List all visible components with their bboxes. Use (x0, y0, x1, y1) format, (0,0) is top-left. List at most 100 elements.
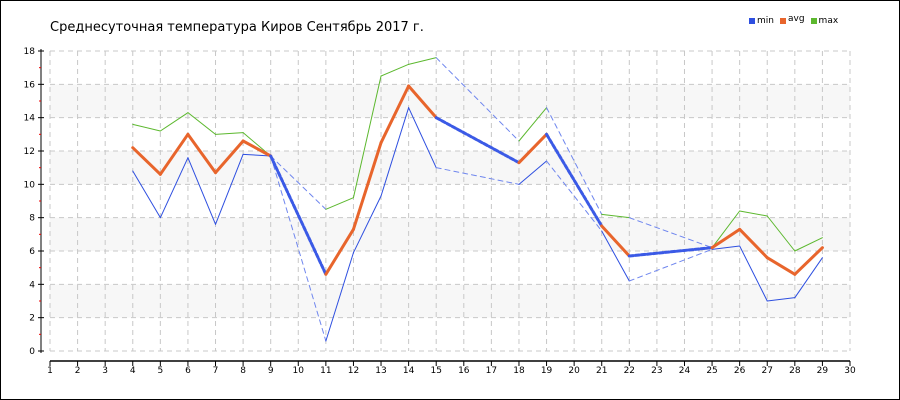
segment-avg (407, 84, 438, 120)
gap-segment-avg (545, 132, 604, 228)
x-tick-label: 16 (458, 366, 470, 376)
gap-segment-avg (434, 116, 521, 165)
segment-avg (214, 139, 245, 175)
x-tick-label: 25 (706, 366, 717, 376)
segment-min (187, 157, 217, 225)
legend: min avg max (749, 14, 839, 26)
x-tick-label: 28 (789, 366, 801, 376)
segment-min (352, 195, 382, 254)
grid-band (50, 84, 850, 118)
y-tick-label: 12 (24, 147, 35, 157)
y-tick-label: 10 (24, 180, 36, 190)
segment-max (739, 210, 768, 217)
x-tick-label: 23 (651, 366, 662, 376)
x-tick-label: 27 (762, 366, 773, 376)
segment-min (215, 153, 244, 225)
segment-avg (186, 132, 218, 175)
segment-avg (241, 139, 273, 158)
x-tick-label: 26 (734, 366, 746, 376)
gap-segment-max (270, 155, 327, 210)
y-tick-label: 6 (29, 247, 35, 257)
segment-max (794, 237, 823, 252)
x-tick-label: 6 (185, 366, 191, 376)
x-tick-label: 8 (240, 366, 246, 376)
segment-min (766, 297, 796, 302)
segment-max (215, 132, 244, 135)
segment-min (739, 245, 768, 302)
legend-swatch (749, 18, 755, 24)
x-tick-label: 9 (268, 366, 274, 376)
y-tick-label: 4 (29, 280, 35, 290)
x-tick-label: 14 (403, 366, 415, 376)
x-tick-label: 11 (320, 366, 331, 376)
x-tick-label: 3 (102, 366, 108, 376)
segment-max (159, 112, 189, 132)
x-tick-label: 29 (817, 366, 829, 376)
segment-min (408, 107, 437, 169)
gap-segment-min (435, 167, 520, 185)
x-tick-label: 13 (375, 366, 386, 376)
segment-min (132, 170, 161, 219)
gap-segment-max (546, 107, 603, 215)
legend-label: max (818, 16, 839, 26)
segment-avg (351, 141, 383, 231)
gap-segment-max (628, 217, 713, 249)
y-tick-label: 14 (24, 114, 36, 124)
segment-min (794, 257, 823, 299)
x-tick-label: 10 (293, 366, 305, 376)
x-tick-label: 2 (75, 366, 81, 376)
segment-max (766, 215, 796, 252)
segment-avg (793, 246, 824, 276)
segment-avg (517, 132, 549, 165)
segment-avg (765, 256, 797, 276)
segment-max (711, 210, 741, 249)
segment-max (408, 57, 437, 65)
gap-segment-min (270, 155, 327, 342)
segment-avg (600, 224, 631, 258)
legend-item-max: max (810, 16, 839, 26)
x-tick-label: 5 (157, 366, 163, 376)
segment-max (325, 197, 354, 210)
segment-min (242, 153, 272, 157)
segment-min (159, 157, 189, 219)
segment-max (132, 123, 161, 132)
gap-segment-min (546, 160, 603, 232)
legend-swatch (779, 18, 786, 24)
segment-avg (710, 227, 742, 250)
gap-segment-avg (627, 246, 714, 258)
segment-max (380, 63, 410, 77)
segment-min (325, 252, 354, 342)
segment-min (380, 107, 410, 197)
x-tick-label: 30 (844, 366, 856, 376)
gap-segment-avg (269, 154, 328, 276)
x-tick-label: 20 (568, 366, 580, 376)
segment-max (518, 107, 548, 142)
segment-min (518, 160, 548, 185)
segment-avg (158, 132, 190, 176)
legend-label: avg (787, 14, 805, 24)
x-tick-label: 22 (624, 366, 635, 376)
legend-item-avg: avg (779, 14, 805, 26)
x-tick-label: 18 (513, 366, 525, 376)
x-tick-label: 4 (130, 366, 136, 376)
chart-title: Среднесуточная температура Киров Сентябр… (50, 20, 424, 35)
x-tick-label: 12 (348, 366, 359, 376)
segment-avg (738, 227, 769, 260)
y-tick-label: 18 (24, 47, 36, 57)
x-tick-label: 17 (486, 366, 497, 376)
segment-avg (379, 84, 411, 145)
segment-max (352, 75, 382, 199)
x-tick-label: 15 (430, 366, 441, 376)
gap-segment-min (628, 248, 713, 282)
segment-avg (131, 146, 162, 176)
y-tick-label: 8 (29, 214, 35, 224)
x-tick-label: 24 (679, 366, 691, 376)
x-tick-label: 7 (213, 366, 219, 376)
legend-label: min (757, 16, 774, 26)
segment-max (601, 213, 630, 219)
y-tick-label: 0 (29, 347, 35, 357)
y-tick-label: 2 (29, 314, 35, 324)
x-tick-label: 19 (541, 366, 553, 376)
